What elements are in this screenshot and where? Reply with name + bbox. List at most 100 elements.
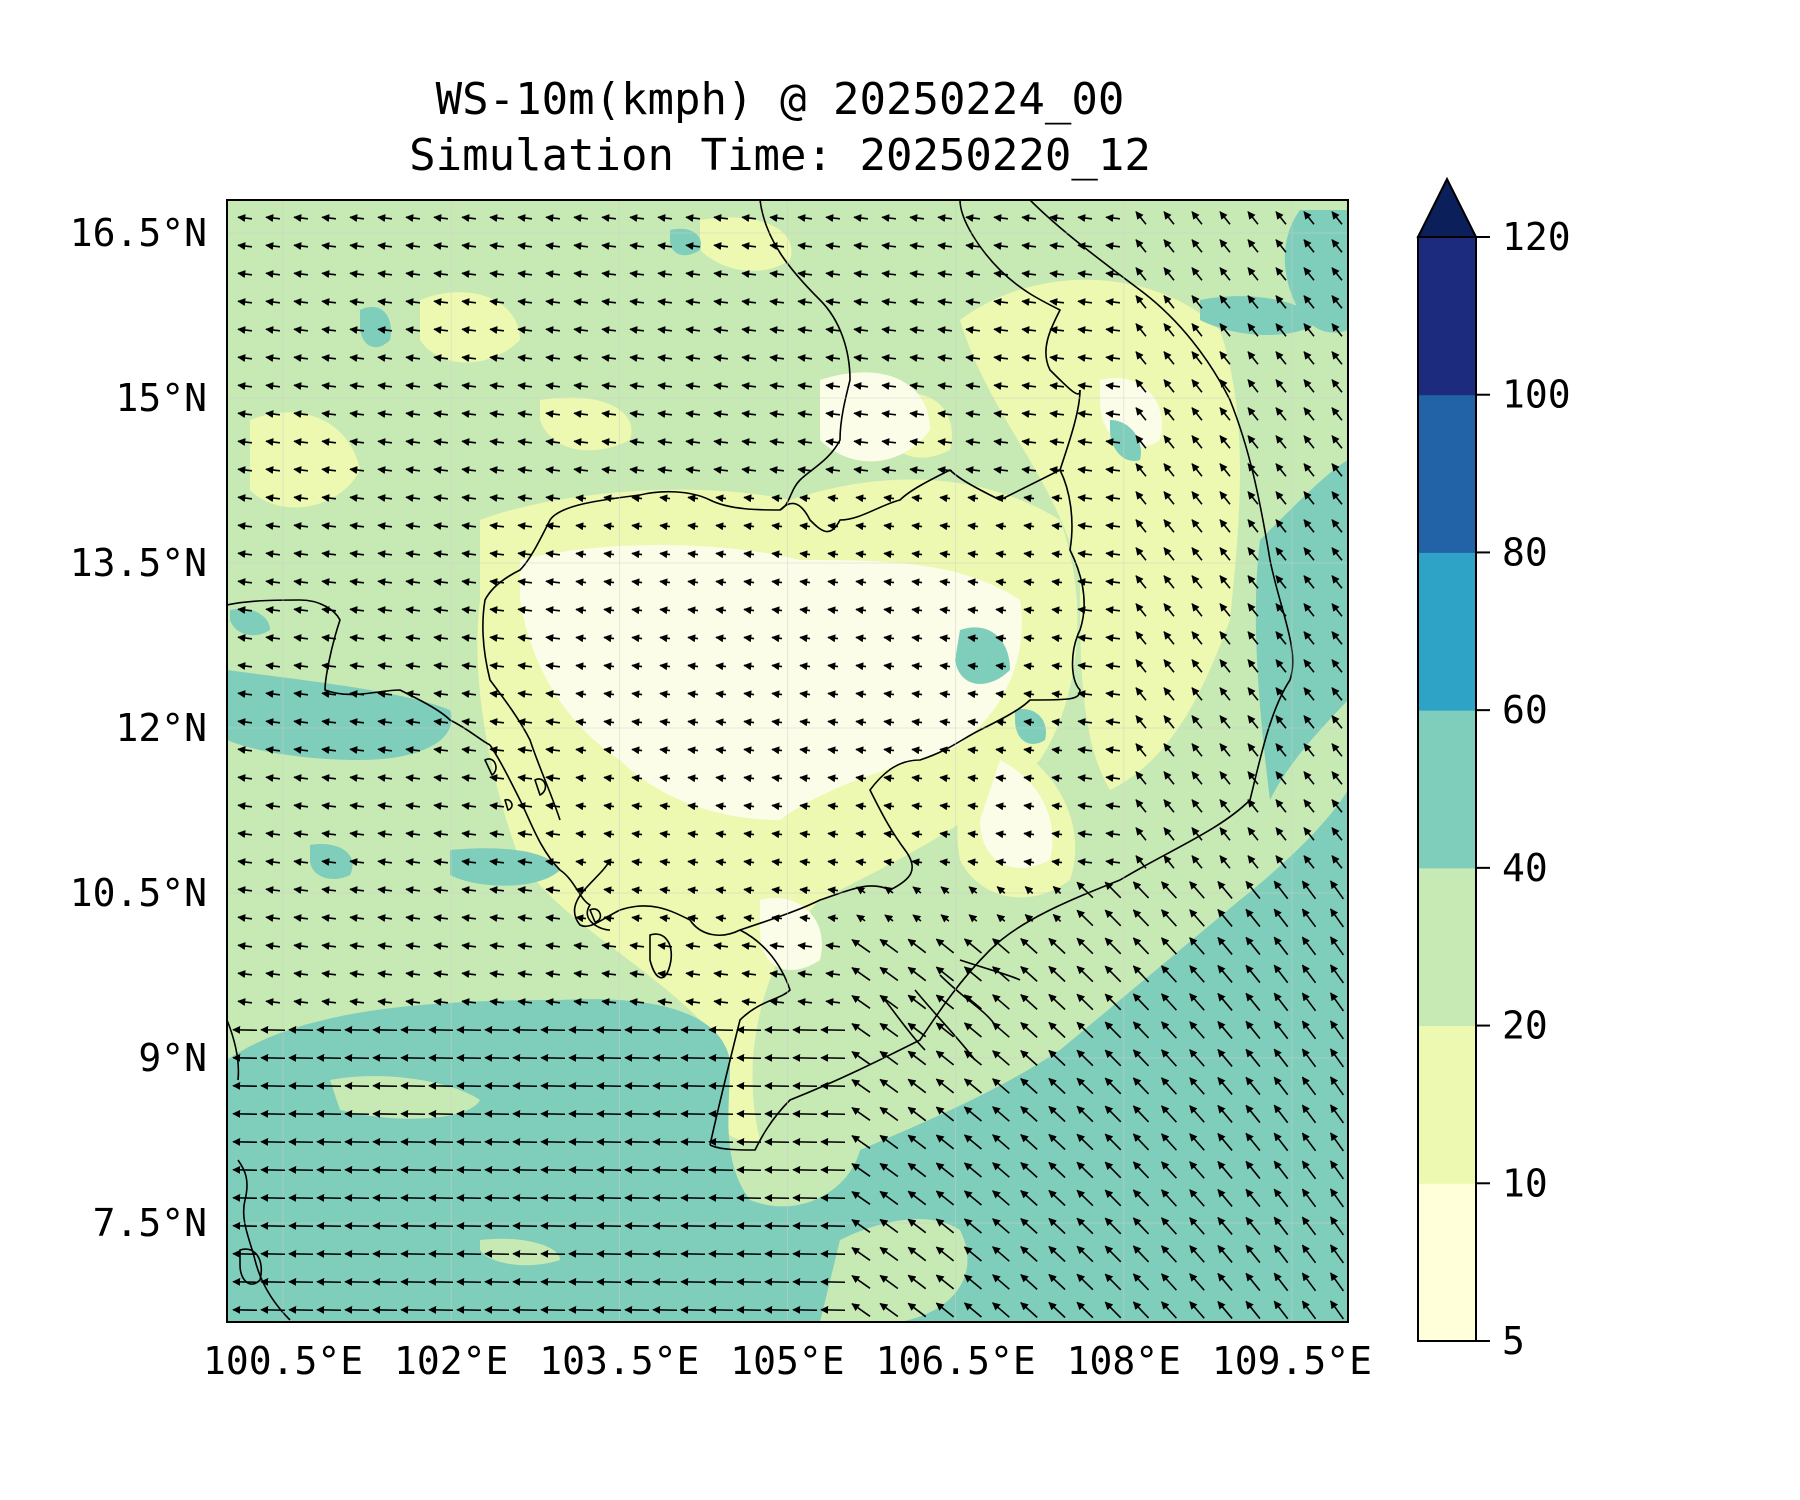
wind-arrow bbox=[1049, 382, 1065, 390]
wind-arrow bbox=[911, 606, 923, 615]
wind-arrow bbox=[293, 606, 309, 614]
wind-arrow bbox=[687, 578, 699, 587]
wind-arrow bbox=[575, 578, 587, 587]
wind-arrow bbox=[1105, 326, 1121, 334]
wind-arrow bbox=[993, 354, 1009, 362]
wind-arrow bbox=[489, 466, 505, 474]
wind-arrow bbox=[293, 242, 309, 250]
wind-arrow bbox=[603, 522, 615, 531]
wind-arrow bbox=[1275, 687, 1287, 701]
wind-arrow bbox=[517, 410, 533, 418]
wind-arrow bbox=[631, 606, 643, 615]
wind-arrow bbox=[827, 634, 839, 643]
wind-arrow bbox=[769, 326, 785, 334]
wind-arrow bbox=[909, 410, 925, 418]
wind-arrow bbox=[1275, 603, 1287, 617]
wind-arrow bbox=[1163, 267, 1175, 281]
wind-arrow bbox=[321, 550, 337, 558]
wind-arrow bbox=[1023, 634, 1035, 643]
wind-arrow bbox=[433, 494, 449, 502]
wind-arrow bbox=[1219, 687, 1231, 701]
wind-arrow bbox=[1049, 354, 1065, 362]
wind-arrow bbox=[433, 634, 449, 642]
wind-arrow bbox=[293, 466, 309, 474]
wind-arrow bbox=[827, 718, 839, 727]
wind-arrow bbox=[741, 214, 757, 222]
wind-arrow bbox=[685, 410, 701, 418]
wind-arrow bbox=[433, 550, 449, 558]
wind-arrow bbox=[293, 410, 309, 418]
wind-arrow bbox=[1105, 718, 1121, 726]
wind-arrow bbox=[321, 746, 337, 754]
wind-arrow bbox=[601, 410, 617, 418]
wind-arrow bbox=[1021, 382, 1037, 390]
wind-arrow bbox=[967, 522, 979, 531]
wind-arrow bbox=[659, 746, 671, 755]
wind-arrow bbox=[349, 690, 365, 698]
wind-arrow bbox=[601, 466, 617, 474]
wind-arrow bbox=[659, 578, 671, 587]
wind-arrow bbox=[939, 606, 951, 615]
wind-arrow bbox=[461, 382, 477, 390]
wind-arrow bbox=[405, 746, 421, 754]
wind-arrow bbox=[883, 578, 895, 587]
wind-arrow bbox=[237, 662, 253, 670]
wind-arrow bbox=[1163, 379, 1175, 393]
wind-arrow bbox=[685, 466, 701, 474]
wind-arrow bbox=[659, 550, 671, 559]
wind-arrow bbox=[715, 662, 727, 671]
wind-arrow bbox=[265, 410, 281, 418]
wind-arrow bbox=[825, 326, 841, 334]
wind-arrow bbox=[713, 466, 729, 474]
wind-arrow bbox=[237, 354, 253, 362]
wind-arrow bbox=[883, 494, 895, 503]
wind-arrow bbox=[265, 634, 281, 642]
wind-arrow bbox=[433, 270, 449, 278]
wind-arrow bbox=[743, 690, 755, 699]
wind-arrow bbox=[881, 298, 897, 306]
wind-arrow bbox=[769, 270, 785, 278]
wind-arrow bbox=[715, 718, 727, 727]
wind-arrow bbox=[349, 214, 365, 222]
wind-arrow bbox=[1247, 463, 1259, 477]
wind-arrow bbox=[377, 382, 393, 390]
wind-arrow bbox=[965, 382, 981, 390]
wind-arrow bbox=[321, 690, 337, 698]
wind-arrow bbox=[517, 354, 533, 362]
wind-arrow bbox=[1049, 326, 1065, 334]
wind-arrow bbox=[631, 494, 643, 503]
wind-arrow bbox=[1247, 491, 1259, 505]
wind-arrow bbox=[433, 382, 449, 390]
wind-arrow bbox=[1135, 323, 1147, 337]
wind-arrow bbox=[967, 550, 979, 559]
wind-arrow bbox=[1247, 211, 1259, 225]
wind-arrow bbox=[825, 270, 841, 278]
wind-arrow bbox=[517, 606, 533, 614]
wind-arrow bbox=[629, 354, 645, 362]
wind-arrow bbox=[265, 270, 281, 278]
wind-arrow bbox=[1077, 354, 1093, 362]
colorbar-label: 20 bbox=[1502, 1004, 1548, 1048]
wind-arrow bbox=[1049, 410, 1065, 418]
wind-arrow bbox=[659, 718, 671, 727]
wind-arrow bbox=[687, 494, 699, 503]
wind-arrow bbox=[349, 466, 365, 474]
wind-arrow bbox=[743, 746, 755, 755]
wind-arrow bbox=[1331, 603, 1343, 617]
wind-arrow bbox=[1135, 659, 1147, 673]
wind-arrow bbox=[265, 662, 281, 670]
wind-arrow bbox=[713, 242, 729, 250]
wind-arrow bbox=[545, 214, 561, 222]
wind-arrow bbox=[603, 494, 615, 503]
wind-arrow bbox=[741, 438, 757, 446]
wind-arrow bbox=[855, 718, 867, 727]
wind-arrow bbox=[797, 382, 813, 390]
wind-arrow bbox=[377, 662, 393, 670]
wind-arrow bbox=[881, 214, 897, 222]
wind-arrow bbox=[349, 270, 365, 278]
wind-arrow bbox=[911, 634, 923, 643]
wind-arrow bbox=[937, 382, 953, 390]
wind-arrow bbox=[1219, 575, 1231, 589]
wind-arrow bbox=[1163, 323, 1175, 337]
wind-arrow bbox=[827, 494, 839, 503]
